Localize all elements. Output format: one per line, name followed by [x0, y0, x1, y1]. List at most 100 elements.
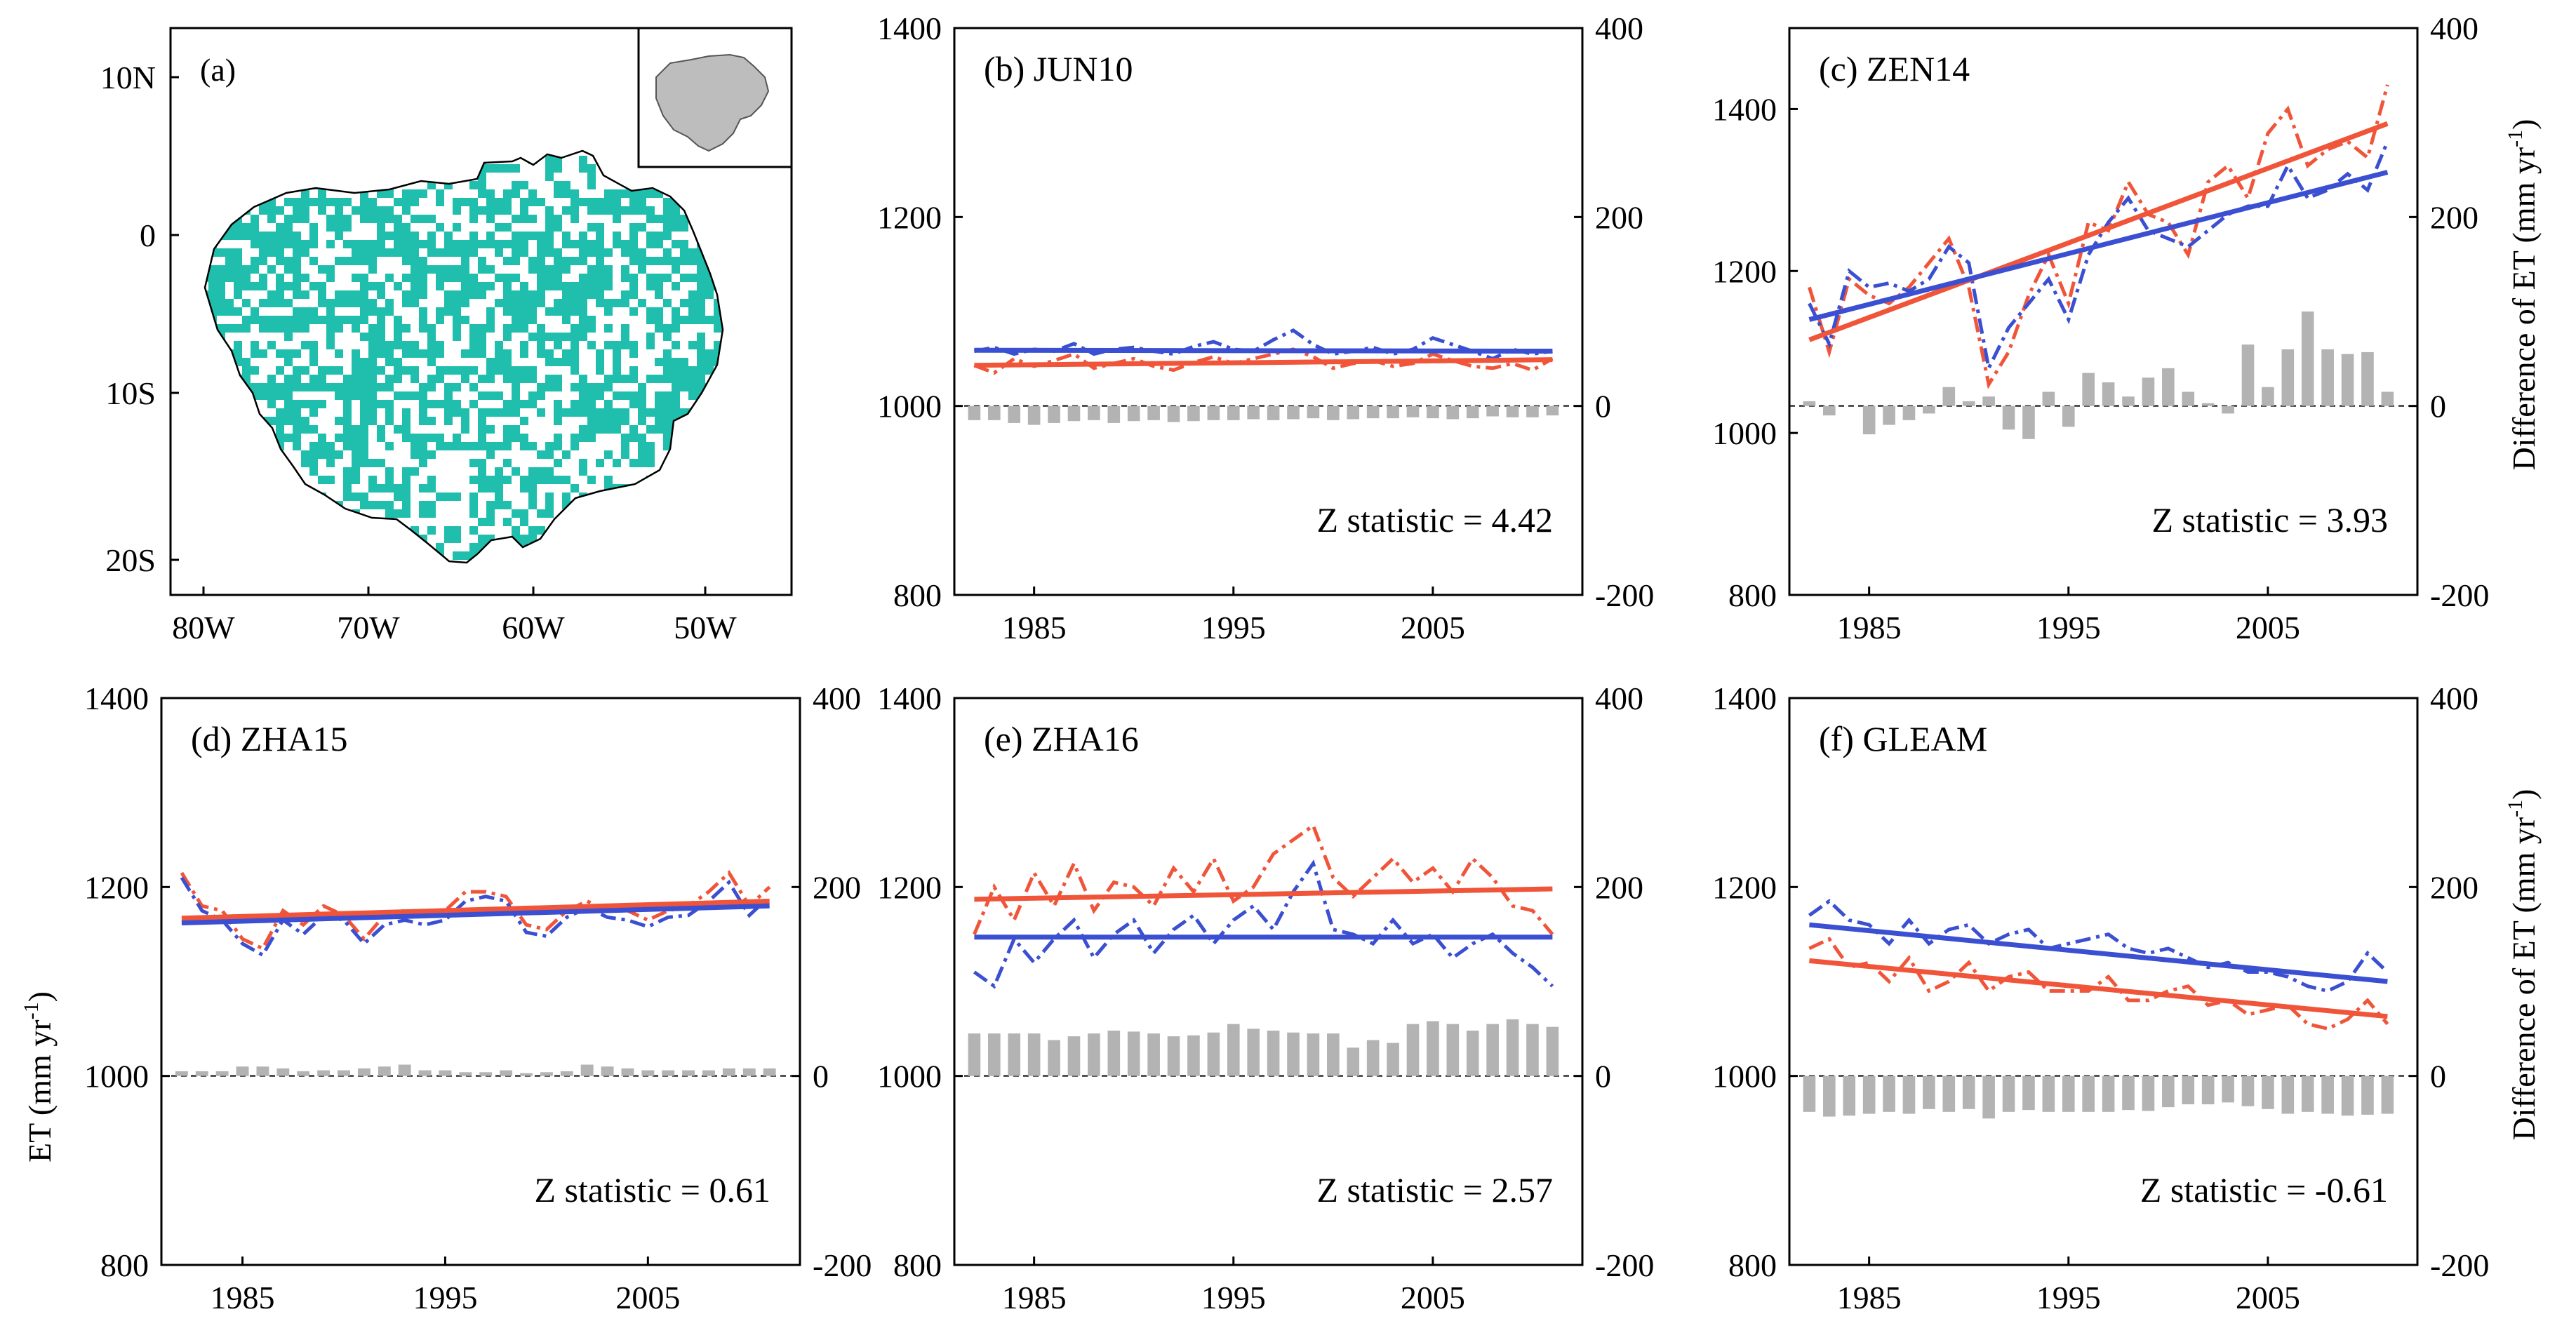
map-cell	[621, 341, 629, 349]
map-cell	[613, 189, 621, 198]
map-cell	[672, 358, 680, 366]
map-cell	[512, 189, 520, 198]
trend-line-red	[181, 899, 770, 921]
map-cell	[655, 535, 663, 543]
map-cell	[461, 151, 469, 156]
map-cell	[596, 425, 604, 434]
map-cell	[604, 408, 613, 417]
map-cell	[251, 425, 259, 434]
map-cell	[453, 442, 461, 450]
map-cell	[697, 274, 705, 282]
map-cell	[335, 391, 343, 400]
series-line-blue	[1808, 140, 2389, 374]
map-cell	[318, 282, 326, 290]
map-cell	[259, 164, 267, 173]
map-cell	[318, 526, 326, 535]
map-cell	[368, 265, 377, 274]
map-cell	[453, 290, 461, 299]
map-cell	[587, 341, 596, 349]
map-cell	[486, 391, 495, 400]
map-cell	[335, 417, 343, 425]
map-cell	[587, 518, 596, 526]
map-cell	[486, 509, 495, 518]
map-cell	[486, 206, 495, 215]
map-cell	[352, 349, 360, 358]
map-cell	[276, 391, 284, 400]
map-cell	[419, 274, 427, 282]
map-cell	[469, 240, 478, 248]
map-cell	[554, 476, 562, 484]
map-cell	[293, 248, 301, 257]
map-cell	[697, 189, 705, 198]
map-cell	[234, 307, 242, 316]
map-cell	[293, 417, 301, 425]
map-cell	[267, 526, 276, 535]
difference-bar	[1526, 406, 1539, 417]
map-cell	[309, 560, 318, 563]
map-cell	[360, 299, 368, 307]
map-cell	[562, 299, 570, 307]
map-cell	[267, 400, 276, 408]
map-cell	[680, 299, 688, 307]
map-cell	[495, 501, 503, 509]
map-cell	[461, 248, 469, 257]
map-cell	[520, 290, 528, 299]
map-cell	[655, 316, 663, 324]
map-cell	[604, 375, 613, 383]
map-cell	[562, 551, 570, 560]
map-cell	[225, 257, 234, 265]
map-cell	[503, 408, 512, 417]
difference-bar	[1088, 1033, 1100, 1076]
map-cell	[267, 417, 276, 425]
map-cell	[301, 316, 309, 324]
map-cell	[394, 198, 402, 206]
map-cell	[267, 232, 276, 240]
map-cell	[225, 450, 234, 459]
map-cell	[242, 173, 251, 181]
map-cell	[613, 151, 621, 156]
map-cell	[503, 257, 512, 265]
map-cell	[259, 383, 267, 391]
y-tick-label: 1000	[877, 389, 942, 424]
map-cell	[478, 240, 486, 248]
map-cell	[688, 299, 697, 307]
map-cell	[469, 493, 478, 501]
map-cell	[368, 240, 377, 248]
map-cell	[208, 223, 217, 232]
difference-bar	[1923, 406, 1935, 414]
map-cell	[242, 417, 251, 425]
map-cell	[478, 324, 486, 333]
map-cell	[663, 535, 672, 543]
map-cell	[225, 156, 234, 164]
map-cell	[596, 535, 604, 543]
map-cell	[427, 215, 436, 223]
map-cell	[469, 349, 478, 358]
map-cell	[587, 316, 596, 324]
map-cell	[722, 181, 723, 189]
difference-bar	[1267, 1031, 1280, 1076]
map-cell	[225, 232, 234, 240]
map-cell	[722, 501, 723, 509]
map-cell	[385, 476, 394, 484]
map-cell	[360, 425, 368, 434]
map-cell	[613, 232, 621, 240]
map-cell	[545, 476, 554, 484]
map-cell	[436, 341, 444, 349]
map-cell	[318, 434, 326, 442]
map-cell	[495, 274, 503, 282]
difference-bar	[1823, 1076, 1836, 1117]
map-cell	[385, 408, 394, 417]
map-cell	[714, 551, 722, 560]
map-cell	[621, 156, 629, 164]
map-cell	[234, 383, 242, 391]
map-cell	[394, 324, 402, 333]
map-cell	[335, 290, 343, 299]
map-cell	[360, 417, 368, 425]
map-cell	[251, 349, 259, 358]
map-cell	[453, 164, 461, 173]
map-cell	[714, 459, 722, 467]
map-cell	[411, 240, 419, 248]
y-tick-label: 800	[1728, 577, 1777, 613]
difference-bar	[2142, 1076, 2155, 1111]
map-cell	[570, 299, 579, 307]
